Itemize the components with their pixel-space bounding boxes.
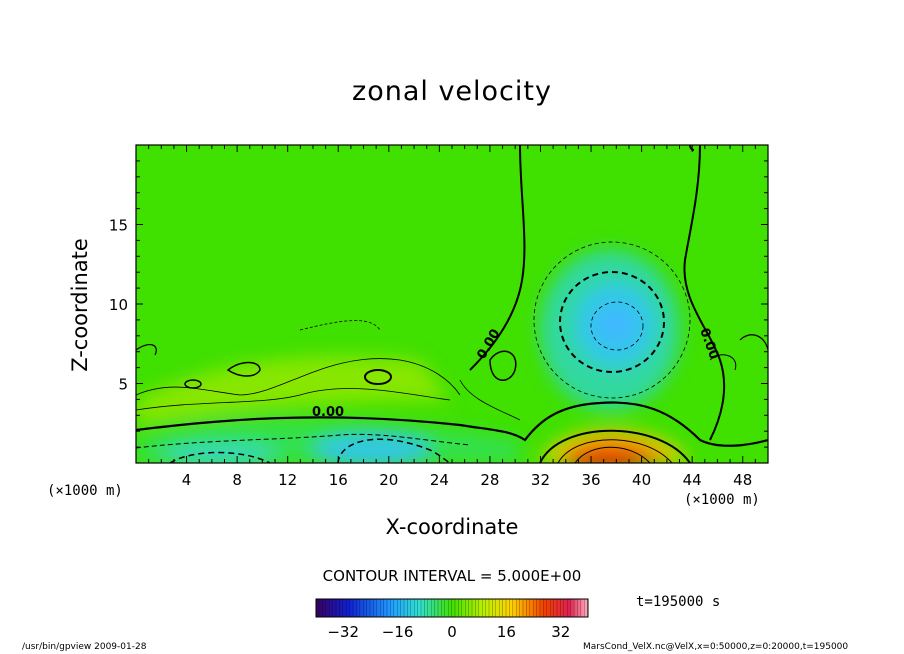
x-unit-left: (×1000 m): [47, 483, 123, 499]
x-tick-label: 20: [379, 471, 398, 489]
x-tick-label: 8: [232, 471, 242, 489]
x-tick-label: 24: [430, 471, 449, 489]
colorbar: −32 −16 0 16 32: [315, 598, 589, 641]
x-unit-right: (×1000 m): [684, 492, 760, 508]
x-tick-label: 44: [683, 471, 702, 489]
x-tick-label: 4: [182, 471, 192, 489]
colorbar-tick-label: 16: [497, 623, 516, 641]
colorbar-tick-label: −16: [382, 623, 414, 641]
colorbar-stripes: [318, 599, 588, 617]
x-axis: 4 8 12 16 20 24 28 32 36 40 44 48: [148, 145, 756, 489]
x-tick-label: 28: [480, 471, 499, 489]
colorbar-tick-label: 32: [551, 623, 570, 641]
x-tick-label: 48: [733, 471, 752, 489]
contour-lines: [136, 145, 768, 463]
colorbar-gradient: [315, 598, 589, 618]
contour-label-zero-lower: 0.00: [312, 405, 344, 420]
time-label: t=195000 s: [636, 594, 721, 610]
colorbar-tick-label: 0: [447, 623, 457, 641]
y-tick-label: 15: [109, 217, 128, 235]
x-tick-label: 12: [278, 471, 297, 489]
x-tick-label: 16: [329, 471, 348, 489]
x-tick-label: 32: [531, 471, 550, 489]
footer-left: /usr/bin/gpview 2009-01-28: [22, 642, 147, 652]
y-tick-label: 10: [109, 296, 128, 314]
x-axis-label: X-coordinate: [385, 515, 519, 539]
y-axis: 5 10 15: [109, 160, 768, 448]
x-tick-label: 40: [632, 471, 651, 489]
contour-interval: CONTOUR INTERVAL = 5.000E+00: [322, 567, 582, 585]
y-tick-label: 5: [118, 376, 128, 394]
velocity-field: [136, 145, 768, 463]
footer-right: MarsCond_VelX.nc@VelX,x=0:50000,z=0:2000…: [583, 642, 849, 652]
chart-title: zonal velocity: [352, 76, 552, 107]
colorbar-ticks: −32 −16 0 16 32: [327, 623, 570, 641]
colorbar-tick-label: −32: [327, 623, 359, 641]
x-tick-label: 36: [581, 471, 600, 489]
